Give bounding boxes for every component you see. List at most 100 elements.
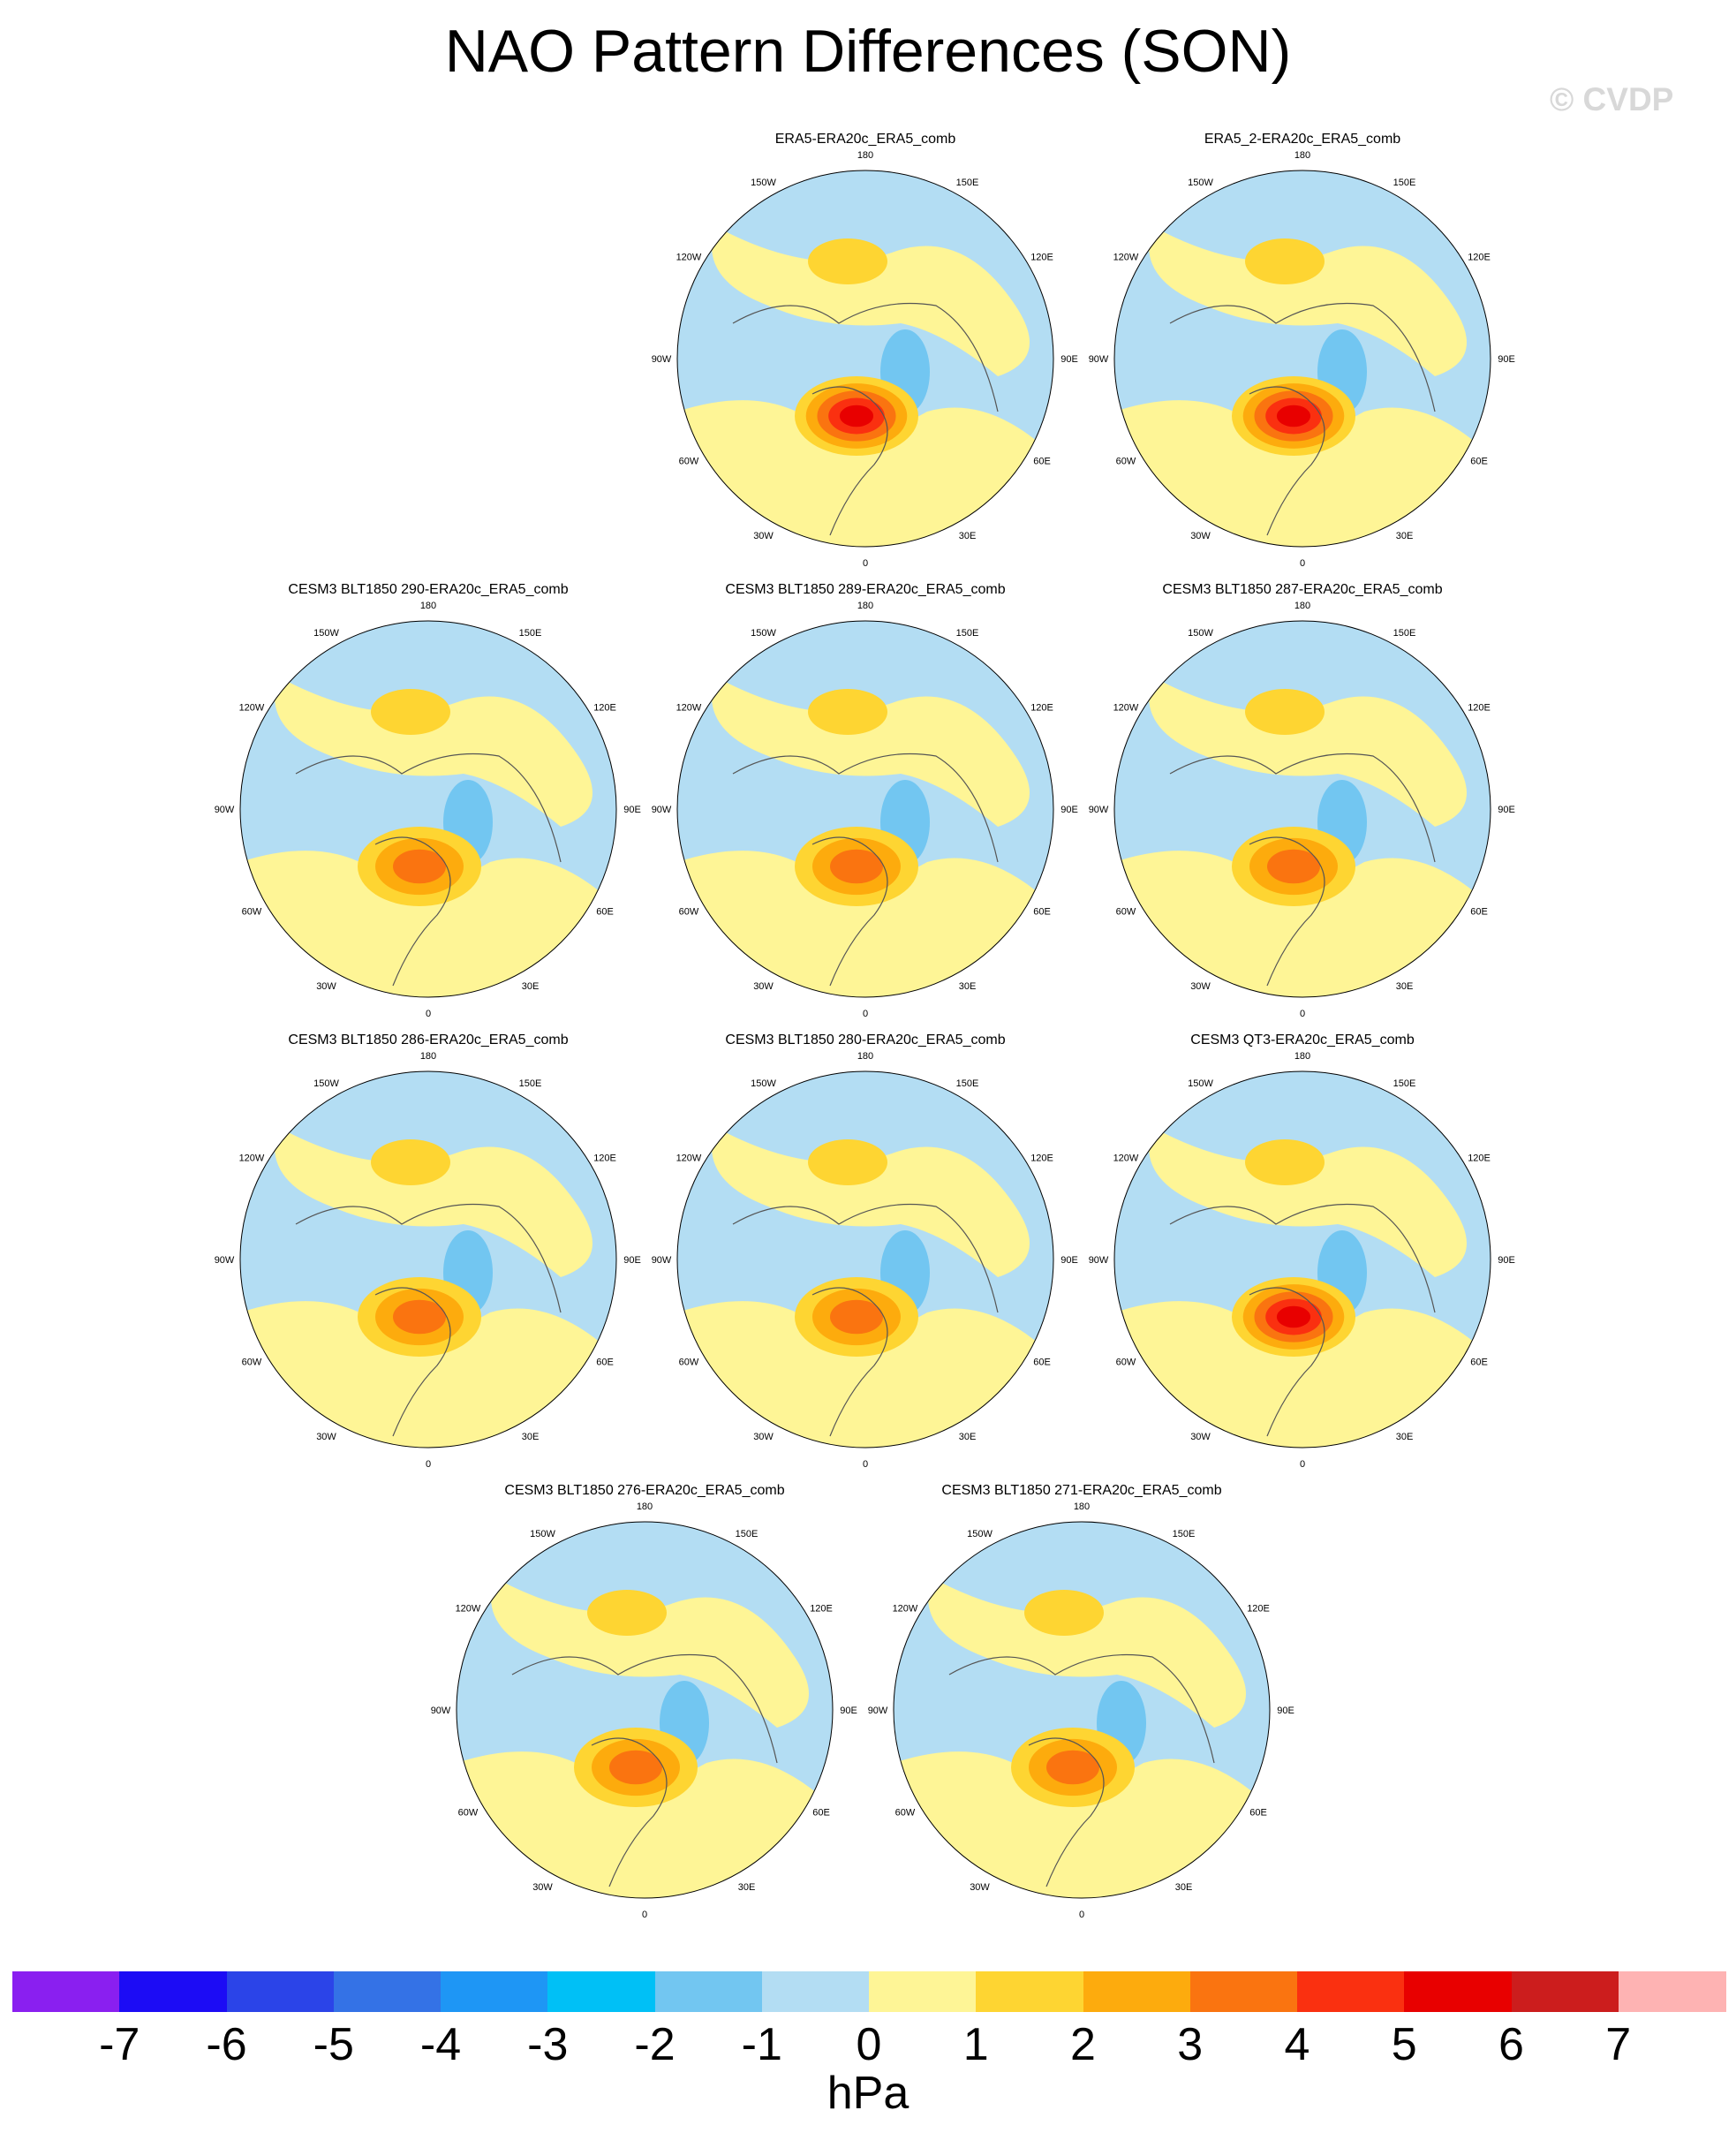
longitude-label: 60W bbox=[679, 457, 699, 467]
map-panel: CESM3 BLT1850 276-ERA20c_ERA5_comb 180 150… bbox=[424, 1482, 865, 1924]
pacific-high bbox=[371, 689, 450, 735]
colorbar-tick-label: 5 bbox=[1391, 2019, 1417, 2070]
colorbar-swatch bbox=[547, 1971, 655, 2012]
map-panel: ERA5-ERA20c_ERA5_comb 180 150E 120E 90E 60E 30… bbox=[645, 131, 1086, 572]
longitude-label: 150W bbox=[1188, 178, 1213, 188]
longitude-label: 30W bbox=[970, 1882, 990, 1893]
pacific-high bbox=[371, 1139, 450, 1185]
longitude-label: 120W bbox=[1113, 253, 1139, 263]
longitude-label: 90W bbox=[1089, 354, 1109, 365]
positive-anomaly-field bbox=[275, 677, 593, 827]
longitude-label: 0 bbox=[426, 1459, 431, 1470]
panel-title: CESM3 BLT1850 289-ERA20c_ERA5_comb bbox=[725, 582, 1006, 597]
longitude-label: 150W bbox=[313, 628, 339, 639]
colorbar-swatch bbox=[119, 1971, 227, 2012]
colorbar-tick-label: 7 bbox=[1605, 2019, 1632, 2070]
longitude-label: 90E bbox=[1498, 805, 1515, 815]
panel-title: CESM3 BLT1850 286-ERA20c_ERA5_comb bbox=[288, 1032, 569, 1048]
longitude-label: 180 bbox=[1294, 1051, 1310, 1062]
polar-map: 180 150E 120E 90E 60E 30E 0 30W 60W 90W 120W 150W bbox=[431, 1501, 857, 1920]
coastline bbox=[511, 1653, 778, 1887]
colorbar-swatch bbox=[761, 1971, 870, 2012]
longitude-label: 120E bbox=[593, 1153, 616, 1164]
polar-map: 180 150E 120E 90E 60E 30E 0 30W 60W 90W 120W 150W bbox=[1089, 601, 1515, 1019]
panel-title: CESM3 BLT1850 271-ERA20c_ERA5_comb bbox=[941, 1483, 1222, 1498]
colorbar bbox=[12, 1971, 1726, 2012]
atlantic-high-contour bbox=[1276, 1305, 1311, 1328]
longitude-label: 60E bbox=[1033, 1358, 1051, 1368]
colorbar-swatch bbox=[654, 1971, 763, 2012]
polar-map: 180 150E 120E 90E 60E 30E 0 30W 60W 90W 120W 150W bbox=[1089, 150, 1515, 569]
longitude-label: 150E bbox=[956, 178, 979, 188]
longitude-label: 30W bbox=[1190, 531, 1211, 541]
map-boundary bbox=[676, 620, 1054, 998]
longitude-label: 60E bbox=[1470, 907, 1488, 918]
longitude-label: 30E bbox=[522, 981, 540, 992]
colorbar-swatch bbox=[1618, 1971, 1726, 2012]
positive-anomaly-field bbox=[1149, 1127, 1467, 1277]
colorbar-tick-label: -7 bbox=[99, 2019, 140, 2070]
atlantic-high-contour bbox=[1267, 849, 1320, 884]
figure-title: NAO Pattern Differences (SON) bbox=[444, 18, 1292, 85]
coastline bbox=[948, 1653, 1215, 1887]
longitude-label: 120W bbox=[456, 1604, 481, 1615]
longitude-label: 150E bbox=[1173, 1529, 1196, 1539]
coastline bbox=[1169, 1203, 1436, 1437]
colorbar-swatch bbox=[869, 1971, 977, 2012]
colorbar-swatch bbox=[333, 1971, 442, 2012]
longitude-label: 150E bbox=[956, 1078, 979, 1089]
map-panel: CESM3 BLT1850 289-ERA20c_ERA5_comb 180 150… bbox=[645, 581, 1086, 1023]
longitude-label: 90E bbox=[1498, 1255, 1515, 1266]
atlantic-high-contour bbox=[1276, 405, 1311, 427]
polar-map: 180 150E 120E 90E 60E 30E 0 30W 60W 90W 120W 150W bbox=[652, 150, 1078, 569]
longitude-label: 90W bbox=[1089, 805, 1109, 815]
longitude-label: 150E bbox=[736, 1529, 759, 1539]
panel-title: ERA5-ERA20c_ERA5_comb bbox=[774, 132, 956, 147]
longitude-label: 30W bbox=[316, 1432, 336, 1442]
longitude-label: 120W bbox=[676, 1153, 702, 1164]
longitude-label: 150E bbox=[956, 628, 979, 639]
colorbar-tick-label: 0 bbox=[856, 2019, 882, 2070]
longitude-label: 90W bbox=[215, 805, 235, 815]
longitude-label: 180 bbox=[857, 601, 873, 611]
longitude-label: 120E bbox=[1030, 1153, 1053, 1164]
longitude-label: 120W bbox=[239, 703, 265, 714]
longitude-label: 150E bbox=[519, 628, 542, 639]
longitude-label: 90W bbox=[652, 805, 672, 815]
colorbar-swatch bbox=[976, 1971, 1083, 2012]
pacific-high bbox=[1245, 238, 1325, 284]
positive-anomaly-field bbox=[1149, 226, 1467, 376]
longitude-label: 0 bbox=[1079, 1910, 1084, 1920]
longitude-label: 30W bbox=[753, 981, 774, 992]
coastline bbox=[295, 753, 562, 987]
longitude-label: 180 bbox=[420, 601, 436, 611]
colorbar-swatch bbox=[1083, 1971, 1191, 2012]
longitude-label: 60E bbox=[1470, 457, 1488, 467]
longitude-label: 0 bbox=[426, 1009, 431, 1019]
longitude-label: 90E bbox=[1277, 1706, 1294, 1716]
longitude-label: 120E bbox=[1468, 1153, 1491, 1164]
longitude-label: 150W bbox=[1188, 1078, 1213, 1089]
polar-map: 180 150E 120E 90E 60E 30E 0 30W 60W 90W 120W 150W bbox=[652, 601, 1078, 1019]
coastline bbox=[732, 302, 999, 536]
map-boundary bbox=[893, 1521, 1271, 1899]
colorbar-tick-label: -1 bbox=[741, 2019, 782, 2070]
atlantic-high-contour bbox=[609, 1750, 662, 1785]
pacific-high bbox=[808, 689, 887, 735]
atlantic-high-contour bbox=[830, 849, 883, 884]
colorbar-tick-label: 3 bbox=[1177, 2019, 1204, 2070]
longitude-label: 180 bbox=[1294, 601, 1310, 611]
longitude-label: 60W bbox=[242, 1358, 262, 1368]
longitude-label: 90W bbox=[868, 1706, 888, 1716]
longitude-label: 60W bbox=[1116, 907, 1136, 918]
colorbar-tick-label: -6 bbox=[206, 2019, 247, 2070]
longitude-label: 120W bbox=[893, 1604, 918, 1615]
colorbar-tick-label: 2 bbox=[1070, 2019, 1096, 2070]
colorbar-tick-label: -4 bbox=[419, 2019, 462, 2070]
longitude-label: 30E bbox=[1175, 1882, 1193, 1893]
longitude-label: 0 bbox=[642, 1910, 647, 1920]
longitude-label: 150W bbox=[530, 1529, 555, 1539]
atlantic-high-contour bbox=[839, 405, 874, 427]
positive-anomaly-field bbox=[928, 1577, 1246, 1728]
longitude-label: 120W bbox=[1113, 703, 1139, 714]
